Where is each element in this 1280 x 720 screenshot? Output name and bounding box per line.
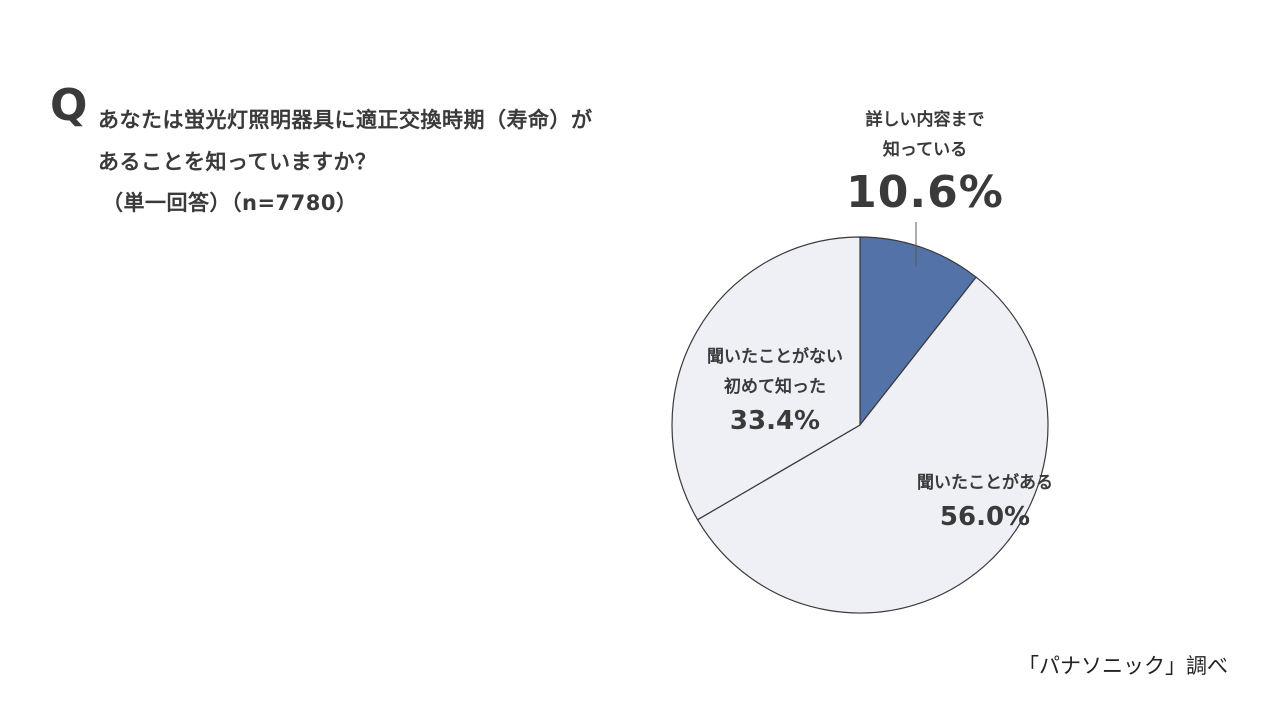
source-note: 「パナソニック」調べ: [1018, 654, 1228, 678]
slice-label-heard: 聞いたことがある 56.0%: [870, 468, 1100, 532]
slice-value-heard: 56.0%: [939, 502, 1031, 532]
slice-label-not-heard-line1: 聞いたことがない: [707, 347, 843, 367]
slice-label-detailed-line1: 詳しい内容まで: [865, 110, 985, 130]
question-text-line1: あなたは蛍光灯照明器具に適正交換時期（寿命）が: [98, 108, 593, 132]
slice-value-not-heard: 33.4%: [729, 406, 821, 436]
slice-label-not-heard: 聞いたことがない 初めて知った 33.4%: [670, 342, 880, 436]
slice-detailed: [859, 236, 978, 427]
slice-label-detailed-line2: 知っている: [882, 140, 968, 160]
slice-label-heard-line1: 聞いたことがある: [917, 473, 1053, 493]
question-text-line2: あることを知っていますか？: [98, 150, 377, 174]
slice-label-detailed: 詳しい内容まで 知っている 10.6%: [795, 105, 1055, 218]
slice-heard: [696, 276, 1049, 614]
question-meta: （単一回答）（n=7780）: [102, 191, 358, 215]
slice-not-heard: [671, 236, 861, 521]
question-mark: Q: [50, 80, 88, 131]
slice-label-not-heard-line2: 初めて知った: [724, 377, 826, 397]
slice-value-detailed: 10.6%: [846, 167, 1004, 218]
